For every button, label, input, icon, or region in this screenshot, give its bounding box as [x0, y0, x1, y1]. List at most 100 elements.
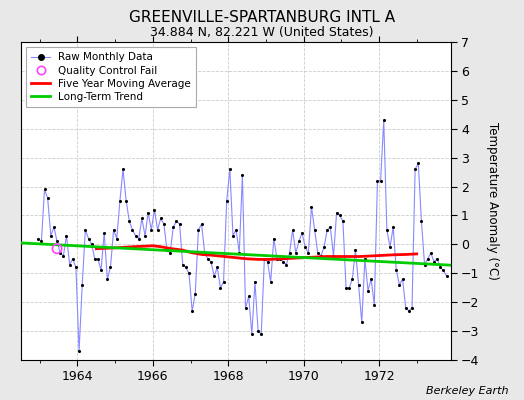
Point: [132, 232, 140, 239]
Point: [292, 250, 300, 256]
Point: [238, 172, 247, 178]
Point: [78, 282, 86, 288]
Point: [430, 258, 438, 265]
Point: [75, 348, 83, 354]
Point: [361, 256, 369, 262]
Point: [298, 230, 306, 236]
Point: [157, 215, 165, 222]
Point: [94, 256, 102, 262]
Point: [279, 258, 287, 265]
Point: [339, 218, 347, 224]
Point: [254, 328, 263, 334]
Point: [367, 276, 375, 282]
Point: [69, 256, 77, 262]
Point: [37, 238, 46, 245]
Point: [326, 224, 334, 230]
Point: [179, 262, 187, 268]
Point: [119, 166, 127, 172]
Point: [172, 218, 181, 224]
Point: [276, 256, 285, 262]
Point: [91, 256, 99, 262]
Point: [62, 232, 71, 239]
Point: [392, 267, 400, 274]
Point: [411, 166, 419, 172]
Point: [357, 319, 366, 326]
Point: [282, 262, 291, 268]
Point: [198, 221, 206, 227]
Point: [320, 244, 328, 250]
Point: [182, 264, 190, 271]
Point: [138, 215, 146, 222]
Point: [201, 250, 209, 256]
Point: [248, 331, 256, 337]
Point: [294, 238, 303, 245]
Point: [147, 227, 156, 233]
Point: [264, 258, 272, 265]
Point: [185, 270, 193, 276]
Point: [56, 250, 64, 256]
Point: [210, 273, 219, 279]
Point: [288, 227, 297, 233]
Point: [47, 232, 55, 239]
Point: [100, 230, 108, 236]
Point: [141, 232, 149, 239]
Point: [442, 273, 451, 279]
Point: [116, 198, 124, 204]
Point: [154, 227, 162, 233]
Point: [163, 247, 171, 253]
Point: [88, 241, 96, 248]
Point: [242, 305, 250, 311]
Legend: Raw Monthly Data, Quality Control Fail, Five Year Moving Average, Long-Term Tren: Raw Monthly Data, Quality Control Fail, …: [26, 47, 196, 107]
Point: [398, 276, 407, 282]
Point: [313, 250, 322, 256]
Point: [97, 267, 105, 274]
Point: [43, 195, 52, 201]
Point: [423, 256, 432, 262]
Point: [285, 250, 293, 256]
Point: [420, 262, 429, 268]
Point: [128, 227, 137, 233]
Point: [229, 232, 237, 239]
Point: [110, 227, 118, 233]
Point: [395, 282, 403, 288]
Point: [226, 166, 234, 172]
Point: [191, 290, 200, 297]
Point: [166, 250, 174, 256]
Point: [34, 235, 42, 242]
Point: [348, 276, 356, 282]
Point: [59, 253, 68, 259]
Point: [405, 308, 413, 314]
Text: GREENVILLE-SPARTANBURG INTL A: GREENVILLE-SPARTANBURG INTL A: [129, 10, 395, 25]
Point: [150, 206, 159, 213]
Point: [50, 224, 58, 230]
Point: [345, 284, 353, 291]
Point: [188, 308, 196, 314]
Point: [383, 227, 391, 233]
Point: [232, 227, 241, 233]
Point: [373, 178, 381, 184]
Y-axis label: Temperature Anomaly (°C): Temperature Anomaly (°C): [486, 122, 499, 280]
Point: [439, 267, 447, 274]
Point: [329, 253, 337, 259]
Point: [216, 284, 225, 291]
Point: [176, 221, 184, 227]
Point: [436, 264, 444, 271]
Point: [40, 186, 49, 193]
Point: [204, 256, 212, 262]
Point: [304, 250, 312, 256]
Point: [386, 244, 394, 250]
Point: [103, 276, 112, 282]
Point: [213, 264, 222, 271]
Point: [194, 227, 203, 233]
Point: [251, 279, 259, 285]
Point: [144, 209, 152, 216]
Point: [310, 227, 319, 233]
Point: [257, 331, 266, 337]
Point: [427, 250, 435, 256]
Point: [376, 178, 385, 184]
Point: [273, 256, 281, 262]
Point: [81, 227, 90, 233]
Point: [433, 256, 441, 262]
Point: [53, 246, 61, 252]
Point: [260, 256, 269, 262]
